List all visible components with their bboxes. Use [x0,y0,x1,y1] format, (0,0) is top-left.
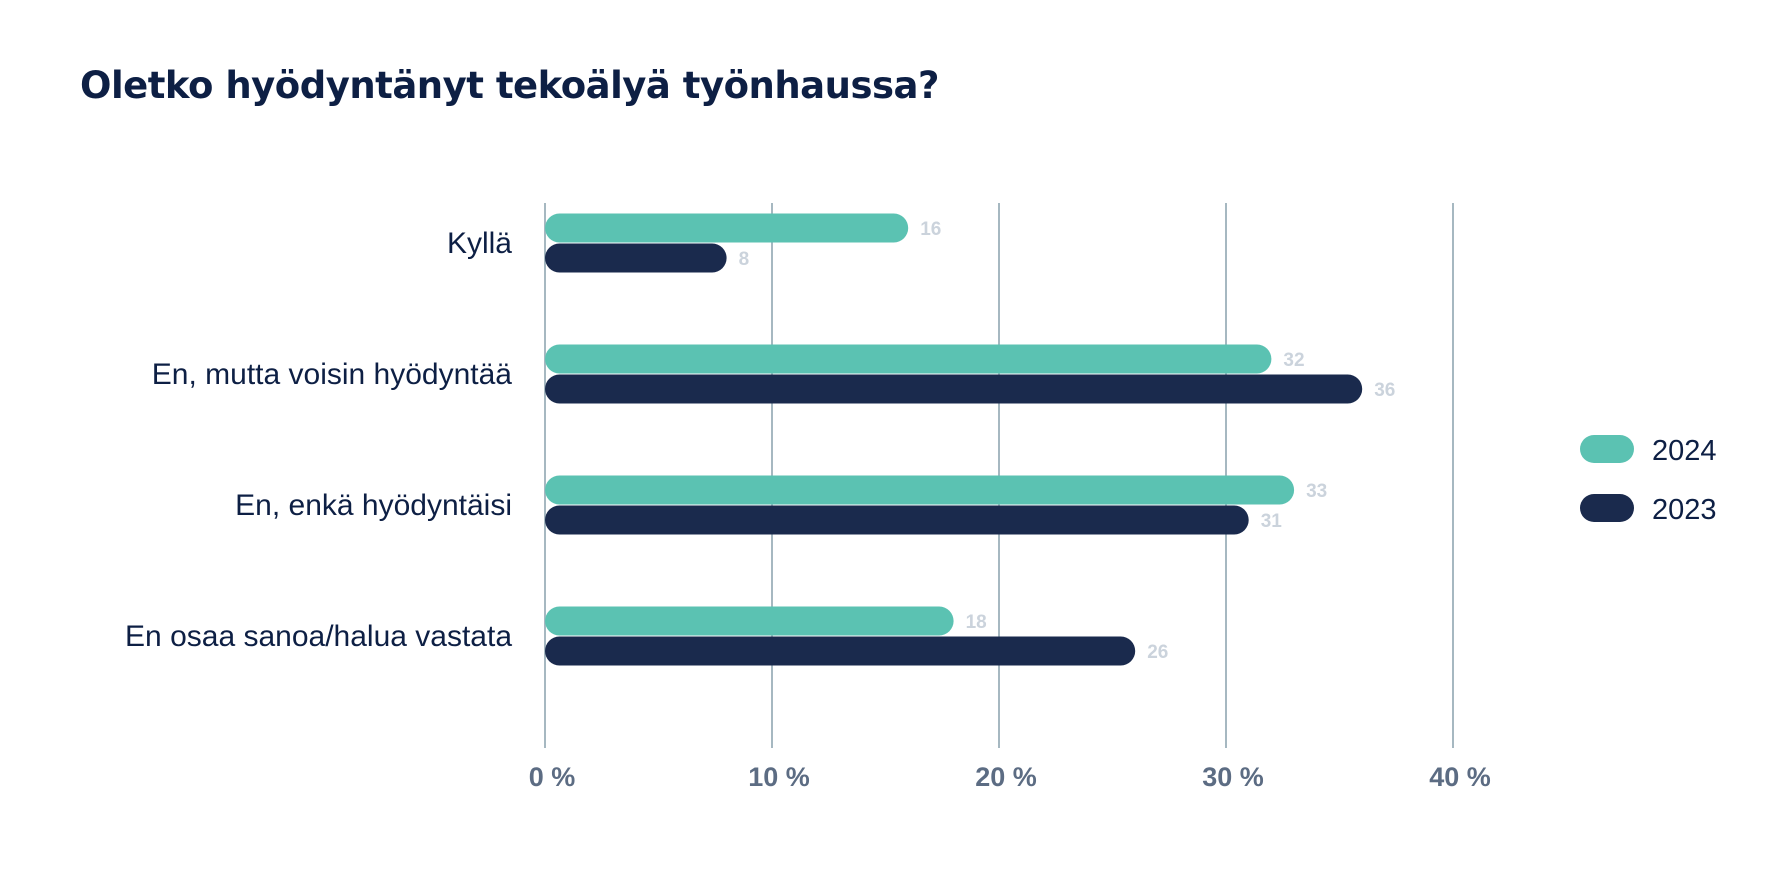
x-tick-label: 30 % [1202,762,1264,792]
bars [545,213,1363,666]
bar-2023 [545,636,1136,666]
data-label: 33 [1306,481,1327,502]
legend-swatch-2023 [1580,494,1634,522]
labels: 0 % 10 % 20 % 30 % 40 % Kyllä 16 8 En, mutta voi… [125,219,1491,792]
category-label: Kyllä [447,227,512,260]
x-tick-label: 40 % [1429,762,1491,792]
bar-2024 [545,606,954,636]
data-label: 32 [1283,350,1304,371]
chart-title: Oletko hyödyntänyt tekoälyä työnhaussa? [80,64,939,107]
legend-label-2023: 2023 [1652,494,1717,526]
data-label: 26 [1147,642,1168,663]
bar-2024 [545,475,1295,505]
category-label: En osaa sanoa/halua vastata [125,620,512,653]
data-label: 8 [739,249,750,270]
bar-2023 [545,505,1249,535]
legend-label-2024: 2024 [1652,435,1717,467]
x-tick-label: 20 % [975,762,1037,792]
data-label: 18 [966,612,987,633]
data-label: 31 [1261,511,1283,532]
legend: 2024 2023 [1580,435,1717,526]
x-tick-label: 10 % [748,762,810,792]
bar-2023 [545,374,1363,404]
bar-2024 [545,213,909,243]
data-label: 16 [920,219,941,240]
bar-2023 [545,243,727,273]
category-label: En, mutta voisin hyödyntää [152,358,513,391]
legend-swatch-2024 [1580,435,1634,463]
bar-2024 [545,344,1272,374]
category-label: En, enkä hyödyntäisi [235,489,512,522]
x-tick-label: 0 % [529,762,576,792]
data-label: 36 [1374,380,1395,401]
